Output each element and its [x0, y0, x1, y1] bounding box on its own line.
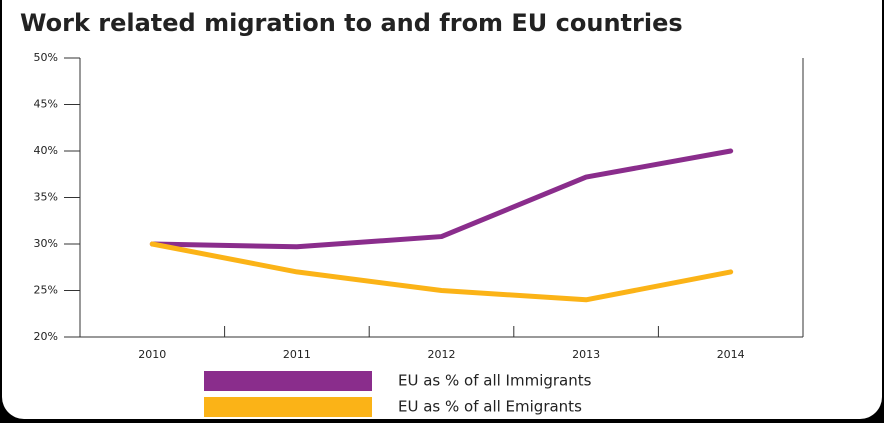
legend-swatch	[204, 371, 372, 391]
x-tick-label: 2013	[572, 348, 600, 361]
chart-title: Work related migration to and from EU co…	[20, 9, 683, 37]
y-tick-label: 20%	[34, 330, 58, 343]
series-line	[149, 241, 734, 303]
x-tick-label: 2012	[428, 348, 456, 361]
legend-label: EU as % of all Emigrants	[398, 398, 582, 416]
y-tick-label: 40%	[34, 144, 58, 157]
x-tick-label: 2010	[138, 348, 166, 361]
y-tick-label: 50%	[34, 51, 58, 64]
series-line	[149, 148, 734, 250]
x-tick-label: 2014	[717, 348, 745, 361]
y-tick-label: 45%	[34, 98, 58, 111]
y-tick-label: 25%	[34, 284, 58, 297]
legend-label: EU as % of all Immigrants	[398, 372, 592, 390]
y-tick-label: 30%	[34, 237, 58, 250]
y-tick-label: 35%	[34, 191, 58, 204]
legend-swatch	[204, 397, 372, 417]
x-tick-label: 2011	[283, 348, 311, 361]
